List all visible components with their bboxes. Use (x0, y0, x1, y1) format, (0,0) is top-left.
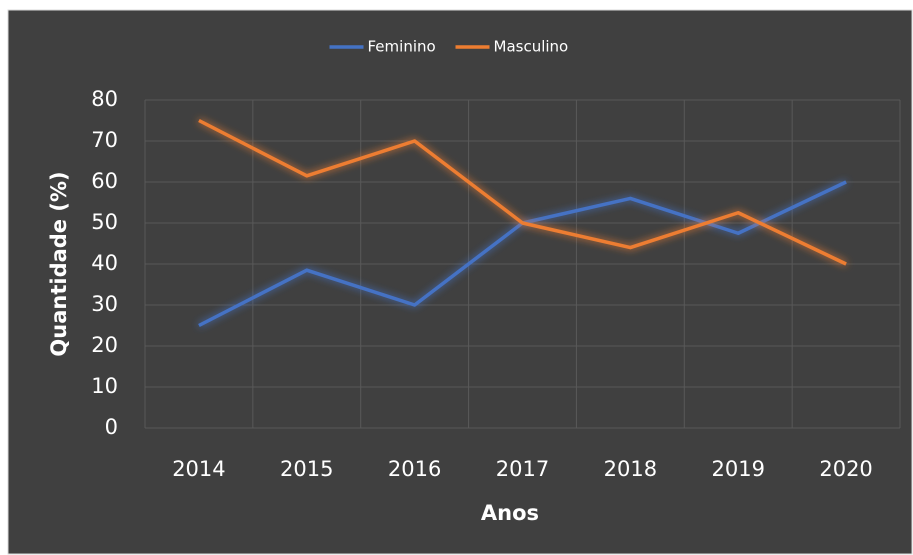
y-axis-title: Quantidade (%) (47, 171, 71, 356)
x-axis-title: Anos (481, 501, 539, 525)
y-tick-label: 0 (105, 415, 118, 439)
x-tick-label: 2014 (172, 457, 225, 481)
chart-background (7, 9, 913, 555)
line-series (198, 118, 847, 266)
y-tick-label: 60 (91, 169, 118, 193)
y-tick-label: 50 (91, 210, 118, 234)
x-tick-label: 2015 (280, 457, 333, 481)
y-tick-label: 80 (91, 87, 118, 111)
x-tick-label: 2016 (388, 457, 441, 481)
y-tick-label: 40 (91, 251, 118, 275)
legend-label: Feminino (368, 38, 436, 56)
x-tick-label: 2020 (819, 457, 872, 481)
x-tick-label: 2019 (711, 457, 764, 481)
legend-label: Masculino (494, 38, 569, 56)
y-tick-label: 70 (91, 128, 118, 152)
y-tick-label: 30 (91, 292, 118, 316)
y-tick-label: 20 (91, 333, 118, 357)
y-tick-label: 10 (91, 374, 118, 398)
x-tick-label: 2017 (496, 457, 549, 481)
x-tick-label: 2018 (604, 457, 657, 481)
